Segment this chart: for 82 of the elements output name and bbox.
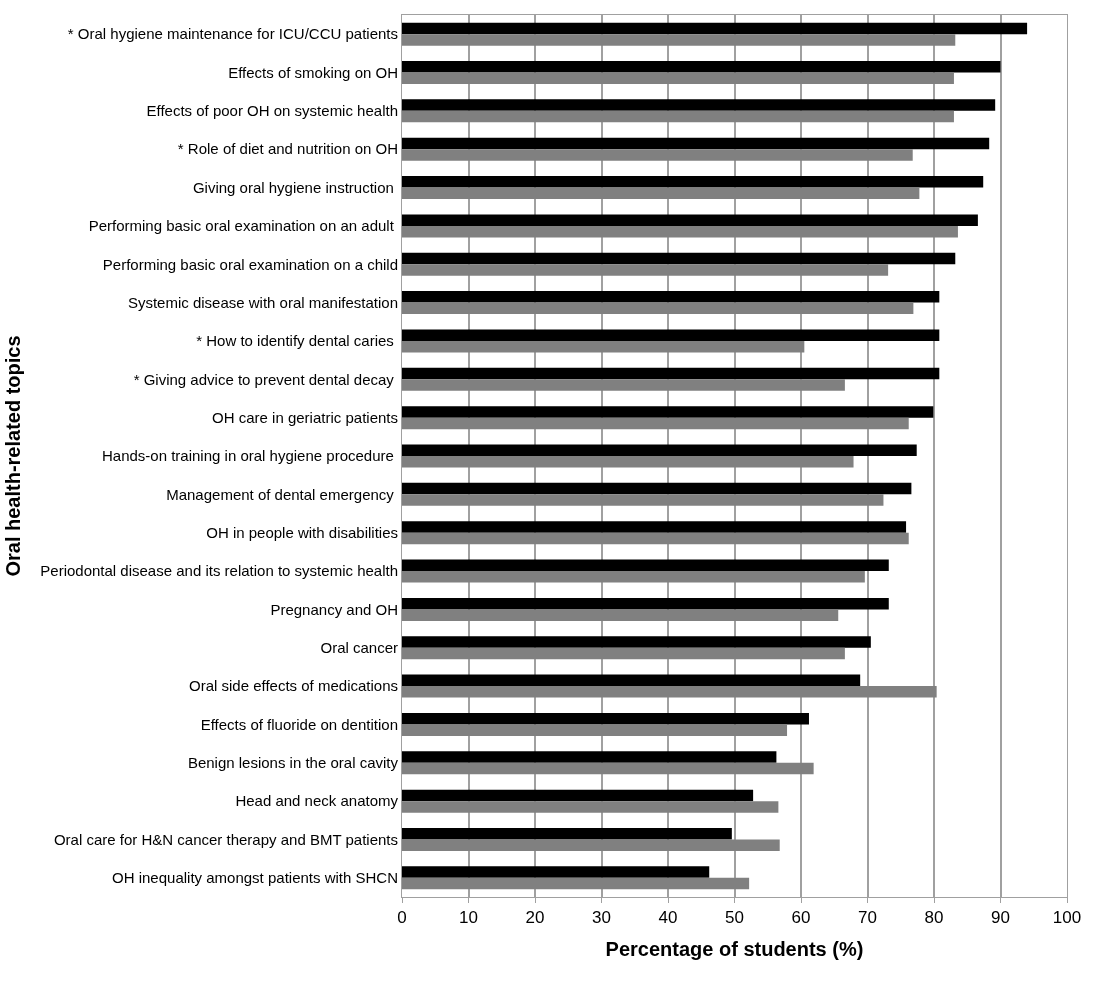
y-tick-label: Hands-on training in oral hygiene procedure [101, 447, 398, 465]
bar [402, 406, 934, 418]
bar [402, 751, 777, 763]
x-tick-label: 60 [791, 908, 811, 928]
bar [402, 521, 907, 533]
y-tick-label: Management of dental emergency [166, 485, 398, 503]
bar [402, 647, 845, 660]
y-tick-label: Pregnancy and OH [270, 600, 398, 618]
y-tick-label: Effects of smoking on OH [228, 63, 398, 81]
bar [402, 137, 990, 150]
bar [402, 176, 984, 188]
y-tick-label: OH inequality amongst patients with SHCN [112, 869, 398, 887]
y-tick-label: Periodontal disease and its relation to systemic health [40, 562, 398, 580]
y-tick-label: Oral care for H&N cancer therapy and BMT patients [53, 830, 398, 848]
bar [402, 571, 865, 583]
bar [402, 839, 780, 851]
y-tick-label: Performing basic oral examination on a child [102, 255, 398, 273]
bar [402, 379, 845, 391]
y-tick-label: Oral side effects of medications [189, 677, 398, 695]
bar [402, 291, 940, 303]
x-tick-label: 90 [991, 908, 1010, 928]
bar [402, 597, 889, 610]
y-tick-label: Effects of poor OH on systemic health [146, 102, 398, 120]
y-tick-label: Head and neck anatomy [235, 792, 399, 810]
y-tick-label: OH in people with disabilities [206, 523, 398, 541]
bar [402, 724, 788, 736]
bar [402, 34, 956, 46]
y-tick-label: Giving oral hygiene instruction [192, 178, 398, 196]
bar [402, 367, 940, 380]
bar [402, 264, 889, 276]
bar [402, 444, 917, 456]
bar [402, 214, 978, 226]
y-tick-label: Benign lesions in the oral cavity [187, 754, 399, 772]
x-tick-label: 30 [592, 908, 611, 928]
bar [402, 827, 732, 840]
y-tick-label: * Oral hygiene maintenance for ICU/CCU patients [67, 25, 398, 43]
x-axis-title: Percentage of students (%) [605, 937, 864, 960]
bar [402, 532, 909, 545]
bar [402, 636, 871, 648]
y-tick-label: Systemic disease with oral manifestation [127, 293, 398, 311]
bar [402, 329, 940, 341]
y-tick-label: Performing basic oral examination on an adult [88, 217, 398, 235]
bar [402, 302, 914, 315]
x-tick-label: 80 [924, 908, 944, 928]
x-tick-label: 10 [459, 908, 478, 928]
bar [402, 712, 809, 725]
bar [402, 417, 909, 430]
bar [402, 187, 920, 200]
x-tick-label: 50 [725, 908, 744, 928]
bar [402, 789, 754, 802]
bar [402, 61, 1001, 73]
y-tick-label: * Giving advice to prevent dental decay [133, 370, 398, 388]
bar [402, 762, 814, 775]
bar [402, 609, 839, 621]
y-tick-label: Effects of fluoride on dentition [200, 715, 398, 733]
bar [402, 674, 861, 687]
x-tick-label: 100 [1052, 908, 1082, 928]
x-tick-label: 0 [397, 908, 407, 928]
bar [402, 494, 884, 506]
bar [402, 456, 854, 468]
x-tick-label: 70 [858, 908, 877, 928]
bar [402, 801, 779, 813]
bar [402, 225, 958, 238]
bar [402, 22, 1028, 35]
x-tick-label: 40 [658, 908, 678, 928]
bar [402, 252, 956, 265]
x-tick-label: 20 [525, 908, 545, 928]
bar [402, 559, 889, 572]
bar [402, 99, 996, 111]
bar [402, 110, 954, 123]
bar [402, 72, 954, 85]
y-tick-label: * How to identify dental caries [196, 332, 398, 350]
y-tick-label: Oral cancer [320, 638, 398, 656]
bar [402, 482, 912, 495]
bar [402, 340, 805, 353]
bar [402, 866, 710, 878]
bar [402, 149, 913, 161]
bar [402, 686, 937, 698]
bar [402, 877, 750, 890]
y-axis-title: Oral health-related topics [1, 335, 24, 577]
y-tick-label: * Role of diet and nutrition on OH [177, 140, 398, 158]
y-tick-label: OH care in geriatric patients [212, 408, 398, 426]
